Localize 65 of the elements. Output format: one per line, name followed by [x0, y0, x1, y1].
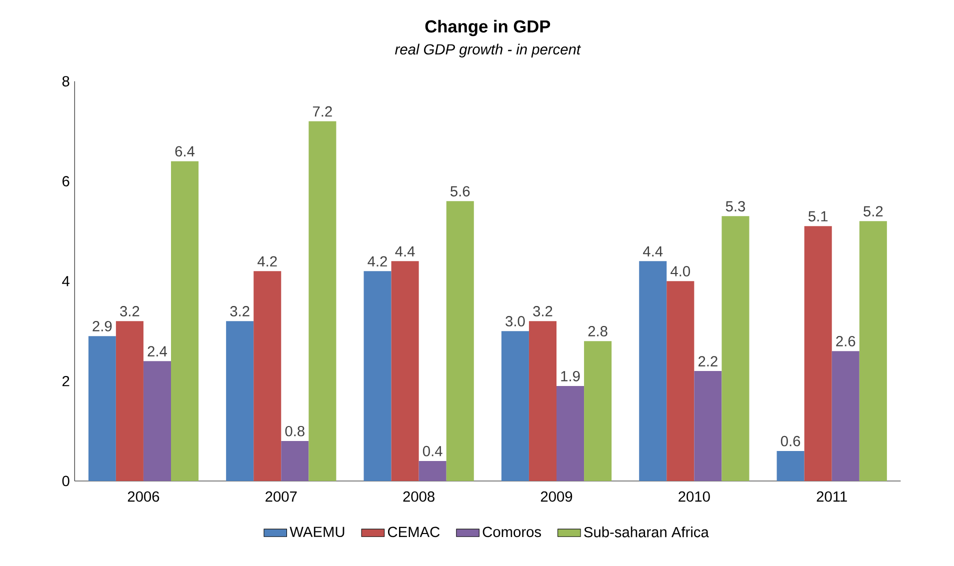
- data-label: 3.2: [120, 306, 140, 316]
- x-tick-label: 2009: [540, 491, 572, 502]
- bar: [639, 261, 667, 481]
- legend-label: CEMAC: [388, 526, 440, 537]
- bar: [556, 386, 584, 481]
- bar: [722, 216, 750, 481]
- legend-label: Comoros: [482, 526, 541, 537]
- bar: [308, 121, 336, 481]
- data-label: 2.8: [588, 326, 608, 336]
- bar: [143, 360, 171, 481]
- data-label: 5.2: [864, 206, 883, 216]
- bar: [391, 261, 419, 481]
- bar: [171, 161, 199, 481]
- y-tick-label: 2: [62, 376, 70, 386]
- data-label: 4.4: [643, 246, 663, 256]
- data-label: 7.2: [313, 106, 332, 116]
- chart-subtitle: real GDP growth - in percent: [395, 44, 581, 58]
- bar: [776, 450, 804, 481]
- data-label: 2.9: [92, 320, 112, 332]
- data-label: 0.4: [422, 446, 442, 456]
- legend-label: WAEMU: [290, 526, 344, 537]
- y-tick-label: 4: [62, 276, 70, 286]
- data-label: 2.4: [148, 346, 167, 356]
- chart-title: Change in GDP: [425, 20, 550, 36]
- y-tick-label: 6: [62, 176, 70, 186]
- x-tick-label: 2010: [678, 491, 710, 502]
- data-label: 4.0: [670, 266, 690, 276]
- bar: [446, 201, 474, 481]
- data-label: 3.2: [230, 306, 250, 316]
- bar: [364, 271, 392, 481]
- x-tick-label: 2011: [816, 491, 847, 502]
- bar: [804, 226, 832, 481]
- data-label: 5.1: [808, 211, 828, 222]
- data-label: 2.6: [836, 336, 856, 346]
- data-label: 0.6: [780, 436, 800, 446]
- x-tick-label: 2006: [128, 491, 160, 502]
- data-label: 2.2: [698, 356, 718, 366]
- bar: [418, 460, 446, 481]
- x-tick-label: 2008: [403, 491, 434, 502]
- bar: [226, 320, 254, 481]
- bar: [501, 330, 529, 481]
- bar: [528, 320, 556, 481]
- data-label: 5.3: [726, 200, 746, 212]
- bar: [116, 320, 144, 481]
- data-label: 5.6: [450, 186, 470, 196]
- bar: [584, 340, 612, 481]
- bar: [666, 280, 694, 481]
- data-label: 1.9: [561, 370, 580, 382]
- legend-label: Sub-saharan Africa: [584, 526, 709, 538]
- data-label: 3.0: [506, 316, 525, 326]
- bar: [832, 350, 860, 481]
- y-tick-label: 0: [62, 476, 70, 486]
- data-label: 4.2: [368, 256, 387, 266]
- bar: [254, 271, 282, 481]
- bar: [694, 370, 722, 481]
- data-label: 4.4: [395, 246, 415, 256]
- y-tick-label: 8: [62, 76, 70, 86]
- bar: [88, 336, 116, 481]
- data-label: 0.8: [285, 426, 304, 436]
- data-label: 4.2: [258, 256, 277, 266]
- data-label: 3.2: [533, 306, 552, 316]
- bar: [859, 221, 887, 481]
- x-tick-label: 2007: [266, 491, 297, 502]
- data-label: 6.4: [175, 146, 195, 156]
- bar: [281, 440, 309, 481]
